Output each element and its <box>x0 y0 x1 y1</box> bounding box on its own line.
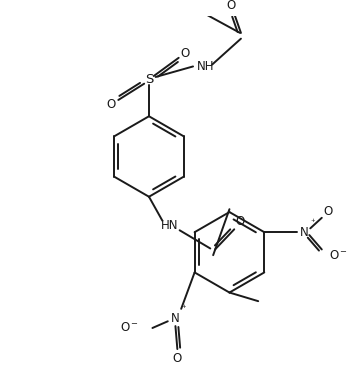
Text: N: N <box>171 312 180 325</box>
Text: HN: HN <box>161 219 179 232</box>
Text: O$^-$: O$^-$ <box>330 249 349 262</box>
Text: O: O <box>181 46 190 60</box>
Text: O: O <box>173 352 182 365</box>
Text: O: O <box>227 0 236 12</box>
Text: N: N <box>300 226 309 239</box>
Text: NH: NH <box>197 60 214 73</box>
Text: S: S <box>145 73 153 86</box>
Text: O: O <box>106 98 115 111</box>
Text: O: O <box>236 215 244 228</box>
Text: $^+$: $^+$ <box>180 304 187 313</box>
Text: O: O <box>323 205 332 218</box>
Text: O$^-$: O$^-$ <box>120 321 139 335</box>
Text: $^+$: $^+$ <box>309 218 316 227</box>
